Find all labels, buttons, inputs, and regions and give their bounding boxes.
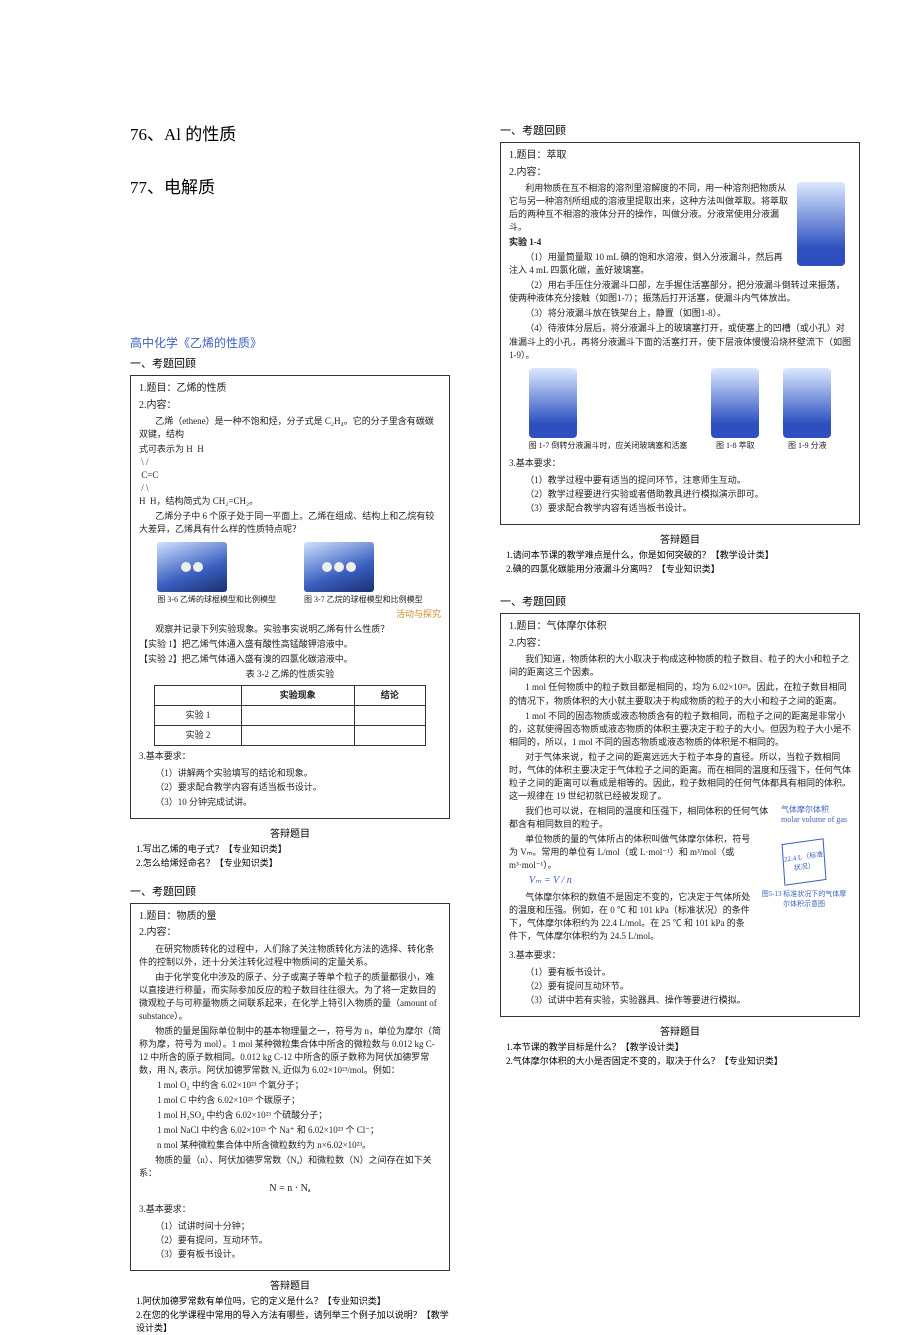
- item-76: 76、Al 的性质: [130, 120, 450, 145]
- ethene-observe: 观察并记录下列实验现象。实验事实说明乙烯有什么性质？: [139, 623, 441, 636]
- extract-title: 萃取: [547, 150, 567, 161]
- left-column: 76、Al 的性质 77、电解质 高中化学《乙烯的性质》 一、考题回顾 1.题目…: [130, 120, 450, 1335]
- th-phenomenon: 实验现象: [241, 686, 354, 706]
- ethene-q1: 1.写出乙烯的电子式？【专业知识类】: [136, 842, 450, 855]
- ethene-p1: 乙烯（ethene）是一种不饱和烃，分子式是 C₂H₄。它的分子里含有碳碳双键，…: [139, 415, 441, 441]
- amount-p4: 物质的量（n）、阿伏加德罗常数（Nₐ）和微粒数（N）之间存在如下关系：: [139, 1154, 441, 1180]
- extract-answer-head: 答辩题目: [500, 531, 860, 546]
- flask-img-3: [783, 368, 831, 438]
- molarvol-req3: （3）试讲中若有实验，实验器具、操作等要进行模拟。: [525, 994, 851, 1007]
- ethene-q2: 2.怎么给烯烃命名？【专业知识类】: [136, 856, 450, 869]
- ethene-p2: 式可表示为: [139, 444, 186, 454]
- exp-table-title: 表 3-2 乙烯的性质实验: [139, 668, 441, 681]
- extract-q1: 1.请问本节课的教学难点是什么，你是如何突破的？【教学设计类】: [506, 548, 860, 561]
- molarvol-q2: 2.气体摩尔体积的大小是否固定不变的，取决于什么？【专业知识类】: [506, 1054, 860, 1067]
- extract-cap1: 图 1-7 倒转分液漏斗时，应关闭玻璃塞和活塞: [529, 440, 688, 452]
- extract-box: 1.题目：萃取 2.内容： 利用物质在互不相溶的溶剂里溶解度的不同，用一种溶剂把…: [500, 142, 860, 525]
- molarvol-p1: 我们知道，物质体积的大小取决于构成这种物质的粒子数目、粒子的大小和粒子之间的距离…: [509, 653, 851, 679]
- ethene-exp2: 【实验 2】把乙烯气体通入盛有溴的四氯化碳溶液中。: [139, 653, 441, 666]
- amount-req3: （3）要有板书设计。: [155, 1248, 441, 1261]
- extract-req1: （1）教学过程中要有适当的提问环节，注意师生互动。: [525, 474, 851, 487]
- extract-req2: （2）教学过程要进行实验或者借助教具进行模拟演示即可。: [525, 488, 851, 501]
- ethene-box: 1.题目：乙烯的性质 2.内容： 乙烯（ethene）是一种不饱和烃，分子式是 …: [130, 375, 450, 819]
- flask-img-2: [711, 368, 759, 438]
- ethene-model-img: [157, 542, 227, 592]
- basic-req-label: 3.基本要求：: [139, 750, 441, 763]
- cube-diagram: 22.4 L（标准状况） 图5-13 标准状况下的气体摩尔体积示意图: [759, 835, 849, 915]
- ethene-section-head: 一、考题回顾: [130, 355, 450, 371]
- extract-p3: （2）用右手压住分液漏斗口部，左手握住活塞部分，把分液漏斗倒转过来振荡，使两种液…: [509, 279, 851, 305]
- molarvol-section-head: 一、考题回顾: [500, 593, 860, 609]
- row-exp2: 实验 2: [155, 726, 242, 746]
- extract-q2: 2.碘的四氯化碳能用分液漏斗分离吗？【专业知识类】: [506, 562, 860, 575]
- molarvol-title: 气体摩尔体积: [547, 621, 607, 632]
- side-label-b: molar volume of gas: [781, 815, 847, 824]
- amount-box: 1.题目：物质的量 2.内容： 在研究物质转化的过程中，人们除了关注物质转化方法…: [130, 903, 450, 1271]
- amount-req-list: （1）试讲时间十分钟； （2）要有提问，互动环节。 （3）要有板书设计。: [139, 1220, 441, 1261]
- amount-li1: 1 mol O₂ 中约含 6.02×10²³ 个氧分子；: [139, 1079, 441, 1092]
- amount-title: 物质的量: [177, 911, 217, 922]
- ethene-cap2: 图 3-7 乙烷的球棍模型和比例模型: [304, 594, 423, 606]
- amount-q1: 1.阿伏加德罗常数有单位吗，它的定义是什么？【专业知识类】: [136, 1294, 450, 1307]
- inquiry-label: 活动与探究: [139, 608, 441, 621]
- ethane-model-img: [304, 542, 374, 592]
- ethene-req1: （1）讲解两个实验填写的结论和现象。: [155, 767, 441, 780]
- ethene-p2b: ，结构简式为 CH₂=CH₂。: [157, 496, 259, 506]
- amount-answer-head: 答辩题目: [130, 1277, 450, 1292]
- right-column: 一、考题回顾 1.题目：萃取 2.内容： 利用物质在互不相溶的溶剂里溶解度的不同…: [500, 120, 860, 1068]
- page: 76、Al 的性质 77、电解质 高中化学《乙烯的性质》 一、考题回顾 1.题目…: [0, 0, 920, 1302]
- extract-p4: （3）将分液漏斗放在铁架台上，静置（如图1-8）。: [509, 307, 851, 320]
- molarvol-p4: 对于气体来说，粒子之间的距离远远大于粒子本身的直径。所以，当粒子数相同时，气体的…: [509, 751, 851, 803]
- extract-section-head: 一、考题回顾: [500, 122, 860, 138]
- amount-p3: 物质的量是国际单位制中的基本物理量之一，符号为 n，单位为摩尔（简称为摩，符号为…: [139, 1025, 441, 1077]
- amount-section-head: 一、考题回顾: [130, 883, 450, 899]
- amount-li2: 1 mol C 中约含 6.02×10²³ 个碳原子；: [139, 1094, 441, 1107]
- extract-cap3: 图 1-9 分液: [783, 440, 831, 452]
- flask-img-1: [529, 368, 577, 438]
- ethene-req2: （2）要求配合教学内容有适当板书设计。: [155, 781, 441, 794]
- th-conclusion: 结论: [354, 686, 425, 706]
- extract-req-list: （1）教学过程中要有适当的提问环节，注意师生互动。 （2）教学过程要进行实验或者…: [509, 474, 851, 515]
- cube-caption: 图5-13 标准状况下的气体摩尔体积示意图: [759, 889, 849, 909]
- side-label: 气体摩尔体积 molar volume of gas: [781, 805, 851, 824]
- molarvol-req2: （2）要有提问互动环节。: [525, 980, 851, 993]
- extract-cap2: 图 1-8 萃取: [711, 440, 759, 452]
- amount-formula: N = n · Nₐ: [139, 1182, 441, 1197]
- funnel-side-img: [797, 182, 851, 266]
- molarvol-q1: 1.本节课的教学目标是什么？【教学设计类】: [506, 1040, 860, 1053]
- extract-req3: （3）要求配合教学内容有适当板书设计。: [525, 502, 851, 515]
- amount-req1: （1）试讲时间十分钟；: [155, 1220, 441, 1233]
- item-77: 77、电解质: [130, 173, 450, 198]
- amount-li5: n mol 某种微粒集合体中所含微粒数约为 n×6.02×10²³。: [139, 1139, 441, 1152]
- molarvol-answer-head: 答辩题目: [500, 1023, 860, 1038]
- molarvol-box: 1.题目：气体摩尔体积 2.内容： 我们知道，物质体积的大小取决于构成这种物质的…: [500, 613, 860, 1017]
- ethene-cap1: 图 3-6 乙烯的球棍模型和比例模型: [157, 594, 276, 606]
- molarvol-req1: （1）要有板书设计。: [525, 966, 851, 979]
- ethene-doc-title: 高中化学《乙烯的性质》: [130, 334, 450, 351]
- ethene-exp1: 【实验 1】把乙烯气体通入盛有酸性高锰酸钾溶液中。: [139, 638, 441, 651]
- extract-img-row: 图 1-7 倒转分液漏斗时，应关闭玻璃塞和活塞 图 1-8 萃取 图 1-9 分…: [509, 368, 851, 452]
- exp-table: 实验现象结论 实验 1 实验 2: [154, 685, 426, 746]
- amount-q2: 2.在您的化学课程中常用的导入方法有哪些，请列举三个例子加以说明？【教学设计类】: [136, 1308, 450, 1334]
- side-label-a: 气体摩尔体积: [781, 805, 829, 814]
- ethene-req-list: （1）讲解两个实验填写的结论和现象。 （2）要求配合教学内容有适当板书设计。 （…: [139, 767, 441, 808]
- cube-icon: 22.4 L（标准状况）: [782, 838, 827, 885]
- title-label: 1.题目：: [139, 383, 177, 394]
- row-exp1: 实验 1: [155, 706, 242, 726]
- extract-p5: （4）待液体分层后，将分液漏斗上的玻璃塞打开，或使塞上的凹槽（或小孔）对准漏斗上…: [509, 322, 851, 361]
- amount-req2: （2）要有提问，互动环节。: [155, 1234, 441, 1247]
- molarvol-p3: 1 mol 不同的固态物质或液态物质含有的粒子数相同，而粒子之间的距离是非常小的…: [509, 710, 851, 749]
- molarvol-p2: 1 mol 任何物质中的粒子数目都是相同的，均为 6.02×10²³。因此，在粒…: [509, 681, 851, 707]
- ethene-answer-head: 答辩题目: [130, 825, 450, 840]
- ethene-p3: 乙烯分子中 6 个原子处于同一平面上。乙烯在组成、结构上和乙烷有较大差异，乙烯具…: [139, 510, 441, 536]
- content-label: 2.内容：: [139, 399, 441, 414]
- amount-li3: 1 mol H₂SO₄ 中约含 6.02×10²³ 个硫酸分子；: [139, 1109, 441, 1122]
- ethene-req3: （3）10 分钟完成试讲。: [155, 796, 441, 809]
- model-images-row: 图 3-6 乙烯的球棍模型和比例模型 图 3-7 乙烷的球棍模型和比例模型: [139, 542, 441, 606]
- molarvol-req-list: （1）要有板书设计。 （2）要有提问互动环节。 （3）试讲中若有实验，实验器具、…: [509, 966, 851, 1007]
- amount-li4: 1 mol NaCl 中约含 6.02×10²³ 个 Na⁺ 和 6.02×10…: [139, 1124, 441, 1137]
- ethene-title: 乙烯的性质: [177, 383, 227, 394]
- amount-p1: 在研究物质转化的过程中，人们除了关注物质转化方法的选择、转化条件的控制以外，还十…: [139, 943, 441, 969]
- amount-p2: 由于化学变化中涉及的原子、分子或离子等单个粒子的质量都很小，难以直接进行称量，而…: [139, 971, 441, 1023]
